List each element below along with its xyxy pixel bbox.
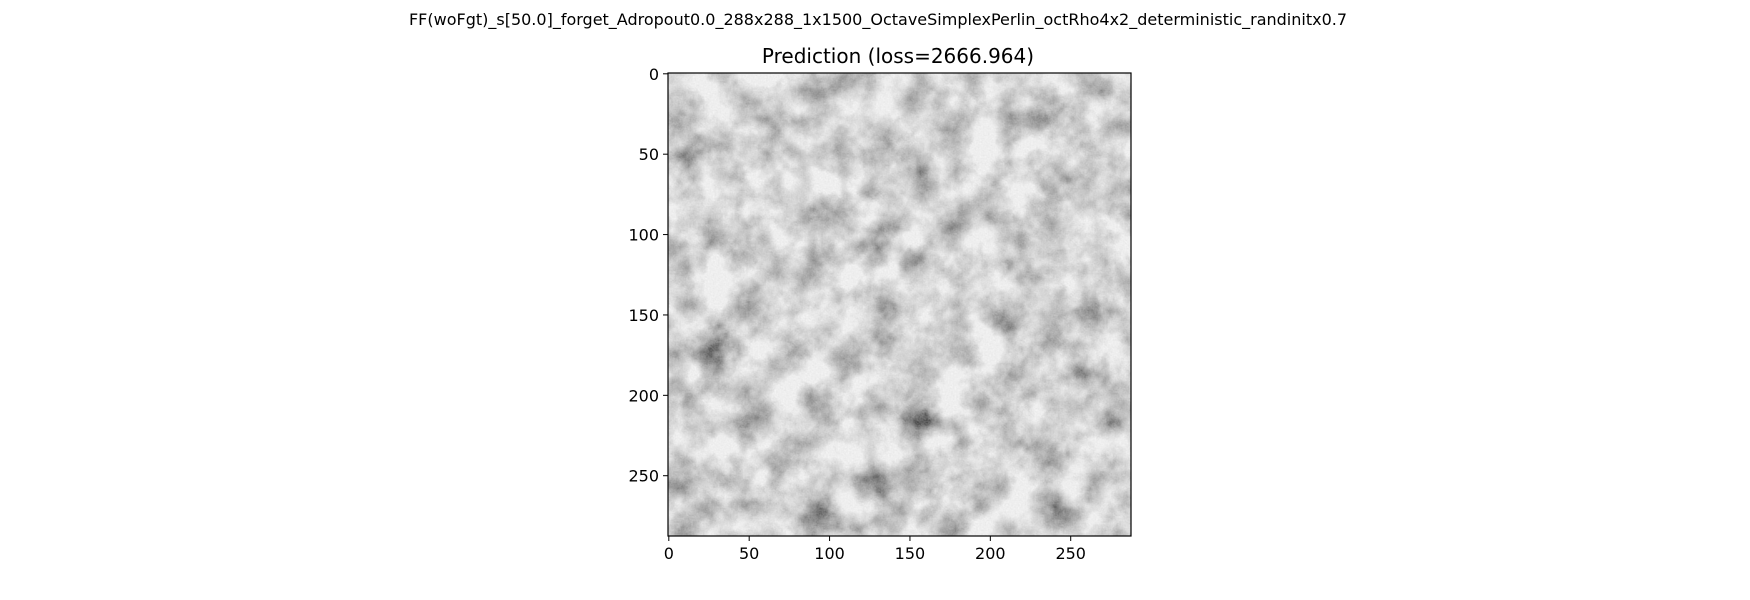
y-tick-label: 250 <box>628 467 659 486</box>
y-tick-label: 0 <box>649 65 659 84</box>
chart-title: Prediction (loss=2666.964) <box>762 44 1034 68</box>
y-tick-label: 100 <box>628 226 659 245</box>
heatmap-image <box>668 73 1131 536</box>
figure-suptitle: FF(woFgt)_s[50.0]_forget_Adropout0.0_288… <box>409 10 1347 30</box>
plot-frame <box>667 72 1132 537</box>
y-tick-label: 200 <box>628 386 659 405</box>
x-tick-label: 100 <box>814 544 845 563</box>
y-axis-ticks: 0 50 100 150 200 250 <box>628 65 668 486</box>
x-tick-label: 150 <box>895 544 926 563</box>
x-tick-label: 50 <box>739 544 759 563</box>
x-tick-label: 0 <box>664 544 674 563</box>
x-tick-label: 250 <box>1055 544 1086 563</box>
y-tick-label: 50 <box>639 145 659 164</box>
x-axis-ticks: 0 50 100 150 200 250 <box>664 536 1086 563</box>
y-tick-label: 150 <box>628 306 659 325</box>
x-tick-label: 200 <box>975 544 1006 563</box>
